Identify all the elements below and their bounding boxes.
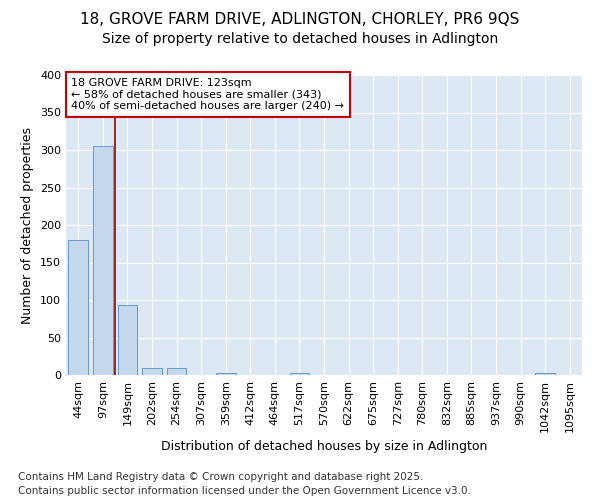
Text: 18 GROVE FARM DRIVE: 123sqm
← 58% of detached houses are smaller (343)
40% of se: 18 GROVE FARM DRIVE: 123sqm ← 58% of det…: [71, 78, 344, 111]
Bar: [93, 146, 113, 375]
Bar: [535, 373, 555, 375]
Bar: [118, 305, 137, 375]
X-axis label: Distribution of detached houses by size in Adlington: Distribution of detached houses by size …: [161, 440, 487, 453]
Y-axis label: Number of detached properties: Number of detached properties: [22, 126, 34, 324]
Bar: [68, 240, 88, 375]
Text: Size of property relative to detached houses in Adlington: Size of property relative to detached ho…: [102, 32, 498, 46]
Text: Contains HM Land Registry data © Crown copyright and database right 2025.: Contains HM Land Registry data © Crown c…: [18, 472, 424, 482]
Bar: [142, 368, 162, 375]
Text: 18, GROVE FARM DRIVE, ADLINGTON, CHORLEY, PR6 9QS: 18, GROVE FARM DRIVE, ADLINGTON, CHORLEY…: [80, 12, 520, 28]
Bar: [167, 368, 187, 375]
Text: Contains public sector information licensed under the Open Government Licence v3: Contains public sector information licen…: [18, 486, 471, 496]
Bar: [216, 373, 236, 375]
Bar: [290, 373, 309, 375]
